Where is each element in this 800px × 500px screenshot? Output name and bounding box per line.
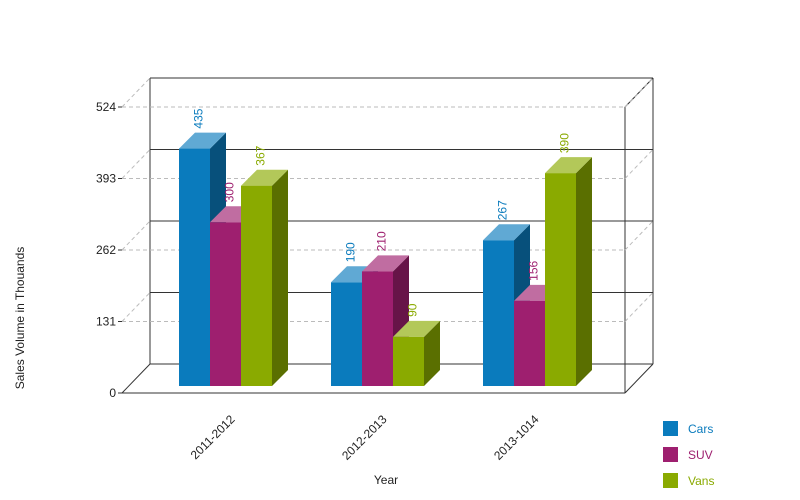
bar-top-face (545, 157, 592, 174)
data-label: 300 (223, 182, 237, 202)
bar-front-face (179, 148, 210, 386)
legend-label-vans: Vans (688, 474, 714, 488)
bar-front-face (483, 240, 514, 386)
side-wall-gridline (624, 149, 654, 179)
bar-vans-0 (241, 169, 288, 386)
side-wall-gridline (624, 292, 654, 322)
side-wall-gridline (624, 220, 654, 251)
bar-front-face (393, 336, 424, 386)
data-label: 367 (254, 145, 268, 165)
x-tick-label: 2013-1014 (491, 412, 542, 463)
data-label: 156 (527, 261, 541, 281)
bar-front-face (362, 271, 393, 386)
bar-front-face (545, 173, 576, 386)
floor-right-edge (624, 363, 654, 394)
data-label: 90 (406, 303, 420, 317)
bar-vans-1 (393, 320, 440, 386)
data-label: 390 (558, 133, 572, 153)
bar-vans-2 (545, 157, 592, 386)
bar-top-face (179, 132, 226, 149)
bar-front-face (331, 282, 362, 386)
bar-front-face (210, 222, 241, 386)
bar-top-face (483, 224, 530, 241)
y-tick-label: 0 (109, 386, 116, 400)
legend-swatch-cars (663, 421, 678, 436)
bar-top-face (393, 320, 440, 337)
bar-side-face (576, 157, 592, 386)
bar-top-face (241, 169, 288, 186)
bar-side-face (424, 320, 440, 386)
y-tick-label: 262 (96, 243, 116, 257)
bar-front-face (241, 185, 272, 386)
left-wall-gridline (121, 292, 151, 322)
floor-left-edge (121, 363, 151, 394)
x-axis-ticks: 2011-2012 2012-2013 2013-1014 (188, 412, 542, 463)
y-tick-label: 393 (96, 172, 116, 186)
bars (179, 132, 592, 386)
bar-top-face (362, 255, 409, 272)
legend-swatch-suv (663, 447, 678, 462)
data-label: 190 (344, 242, 358, 262)
legend-swatch-vans (663, 473, 678, 488)
y-axis-ticks: 0 131 262 393 524 (96, 100, 122, 400)
x-tick-label: 2011-2012 (188, 412, 238, 462)
data-label: 267 (496, 200, 510, 220)
legend: Cars SUV Vans (663, 421, 714, 488)
data-label: 210 (375, 231, 389, 251)
legend-label-suv: SUV (688, 448, 713, 462)
left-wall-gridline (121, 220, 151, 251)
y-tick-label: 131 (96, 315, 116, 329)
data-labels: 435 300 367 190 210 90 267 156 390 (192, 108, 572, 317)
bar-side-face (272, 169, 288, 386)
legend-label-cars: Cars (688, 422, 713, 436)
bar-front-face (514, 300, 545, 386)
x-axis-title: Year (374, 473, 398, 487)
left-wall-gridline (121, 77, 151, 108)
data-label: 435 (192, 108, 206, 128)
y-tick-label: 524 (96, 100, 116, 114)
y-axis-title: Sales Volume in Thouands (13, 247, 27, 390)
right-wall-top-edge (624, 77, 654, 108)
left-wall-gridline (121, 149, 151, 179)
x-tick-label: 2012-2013 (339, 412, 390, 463)
